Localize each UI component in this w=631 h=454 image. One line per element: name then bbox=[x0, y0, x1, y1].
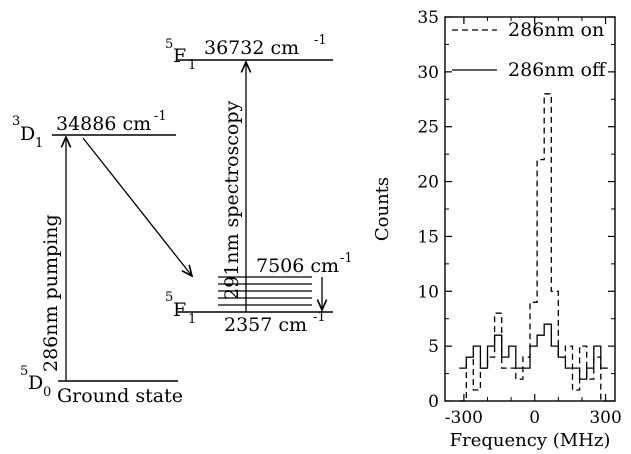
ground-term-letter: D bbox=[28, 372, 43, 394]
f1-upper-energy-exp: -1 bbox=[314, 33, 327, 48]
series-layer bbox=[459, 93, 608, 402]
y-tick-label: 20 bbox=[417, 173, 439, 193]
y-tick-label: 25 bbox=[417, 118, 439, 138]
f1-lower-term-mult: 5 bbox=[165, 290, 173, 305]
series-286nm-off bbox=[459, 323, 608, 380]
d1-energy-exp: -1 bbox=[154, 109, 167, 124]
manifold-energy-exp: -1 bbox=[340, 251, 353, 266]
y-tick-label: 35 bbox=[417, 8, 439, 28]
y-tick-label: 0 bbox=[428, 392, 439, 412]
y-tick-label: 5 bbox=[428, 337, 439, 357]
energy-level-diagram: 5 D 0 Ground state 3 D 1 34886 cm -1 286… bbox=[12, 33, 353, 407]
y-axis: 0 5 10 15 20 25 30 35 bbox=[417, 8, 615, 412]
x-axis: -300 0 300 bbox=[445, 17, 622, 428]
f1-lower-term-j: 1 bbox=[188, 312, 196, 327]
y-axis-title: Counts bbox=[372, 177, 393, 241]
f1-upper-energy: 36732 cm bbox=[204, 37, 299, 59]
d1-term-letter: D bbox=[20, 123, 35, 145]
pumping-label: 286nm pumping bbox=[40, 214, 62, 372]
x-tick-label: 0 bbox=[529, 408, 540, 428]
x-axis-title: Frequency (MHz) bbox=[450, 430, 611, 451]
spectroscopy-label: 291nm spectroscopy bbox=[221, 100, 243, 300]
f1-lower-term-letter: F bbox=[173, 299, 186, 321]
y-tick-label: 30 bbox=[417, 63, 439, 83]
manifold-energy: 7506 cm bbox=[256, 255, 339, 277]
d1-term-mult: 3 bbox=[12, 114, 20, 129]
f1-lower-energy-exp: -1 bbox=[313, 310, 326, 325]
x-tick-label: 300 bbox=[589, 408, 621, 428]
ground-term-j: 0 bbox=[43, 385, 51, 400]
d1-energy: 34886 cm bbox=[56, 113, 151, 135]
ground-term-mult: 5 bbox=[20, 364, 28, 379]
legend-label-off: 286nm off bbox=[508, 59, 607, 81]
counts-histogram: 0 5 10 15 20 25 30 35 -300 0 300 Counts Frequency… bbox=[372, 8, 622, 451]
legend-label-on: 286nm on bbox=[508, 19, 604, 41]
f1-upper-term-j: 1 bbox=[188, 58, 196, 73]
decay-arrow bbox=[82, 137, 192, 276]
f1-upper-term-letter: F bbox=[173, 45, 186, 67]
d1-term-j: 1 bbox=[35, 136, 43, 151]
x-tick-label: -300 bbox=[445, 408, 483, 428]
f1-lower-energy: 2357 cm bbox=[224, 314, 307, 336]
ground-state-label: Ground state bbox=[57, 385, 183, 407]
legend: 286nm on 286nm off bbox=[452, 19, 607, 81]
y-tick-label: 15 bbox=[417, 227, 439, 247]
series-286nm-on bbox=[459, 93, 608, 402]
y-tick-label: 10 bbox=[417, 282, 439, 302]
f1-upper-term-mult: 5 bbox=[165, 37, 173, 52]
